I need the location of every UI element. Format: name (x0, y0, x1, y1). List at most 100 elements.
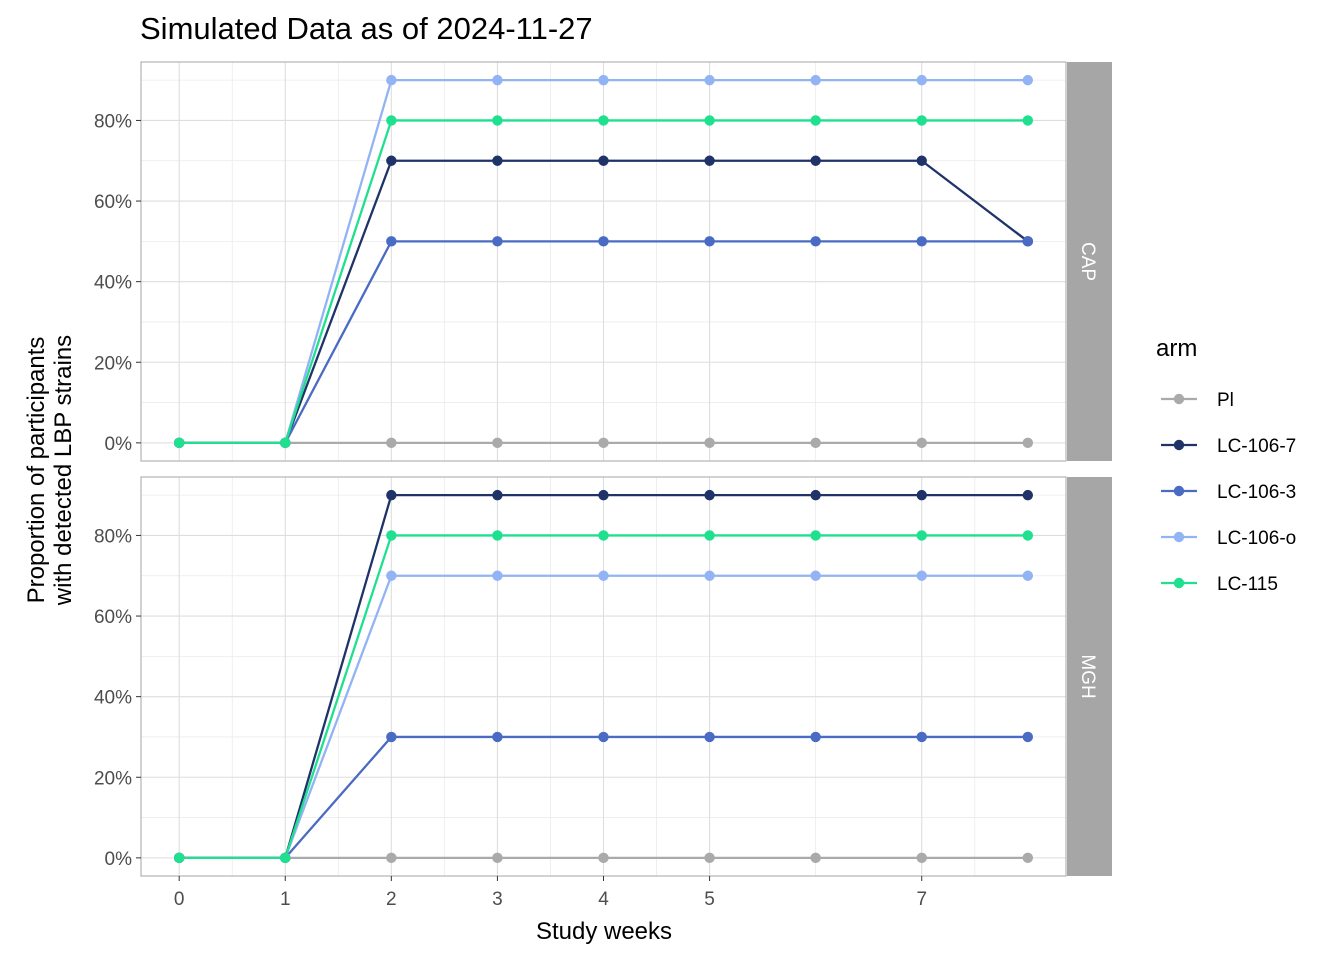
data-point-lc-106-7 (492, 155, 503, 166)
data-point-lc-106-o (810, 570, 821, 581)
data-point-pl (492, 852, 503, 864)
data-point-lc-115 (280, 437, 291, 449)
data-point-lc-115 (916, 530, 927, 541)
data-point-lc-106-3 (386, 236, 397, 247)
data-point-pl (810, 437, 821, 449)
y-tick-label: 0% (105, 849, 133, 870)
data-point-lc-115 (598, 115, 609, 126)
data-point-lc-115 (916, 115, 927, 126)
data-point-lc-106-7 (810, 155, 821, 166)
data-point-lc-106-o (386, 74, 397, 86)
legend-key-point (1173, 531, 1185, 543)
facet-strip-label: CAP (1077, 242, 1098, 281)
data-point-lc-106-3 (386, 731, 397, 743)
legend-key-point (1173, 485, 1185, 497)
data-point-lc-115 (492, 530, 503, 541)
data-point-lc-106-7 (704, 155, 715, 166)
data-point-lc-115 (598, 530, 609, 541)
y-tick-label: 0% (105, 434, 133, 455)
data-point-lc-115 (704, 115, 715, 126)
y-axis-title: Proportion of participants with detected… (23, 335, 77, 606)
legend-key-point (1173, 577, 1185, 589)
facet-strip-label: MGH (1077, 654, 1098, 698)
data-point-lc-106-o (386, 570, 397, 581)
x-tick-label: 0 (174, 889, 185, 910)
data-point-pl (1022, 437, 1034, 449)
series-points (173, 489, 1034, 864)
legend-label: LC-106-o (1217, 528, 1296, 549)
data-point-pl (704, 852, 715, 864)
legend-key-point (1173, 393, 1185, 405)
facet-panels: 0% 20% 40% 60% 80% CAP 0% 20% 40% 60% 80% MGH (94, 61, 1112, 877)
data-point-lc-106-3 (810, 236, 821, 247)
data-point-lc-115 (1022, 115, 1034, 126)
panel-mgh: 0% 20% 40% 60% 80% MGH (94, 476, 1112, 877)
data-point-lc-106-7 (492, 489, 503, 501)
panel-border (140, 61, 1067, 462)
facet-strip (1067, 477, 1112, 876)
y-tick-label: 20% (94, 768, 132, 789)
data-point-lc-106-o (1022, 74, 1034, 86)
legend: arm Pl LC-106-7 LC-106-3 LC-106-o LC-115 (1156, 335, 1296, 595)
legend-label: LC-106-3 (1217, 482, 1296, 503)
data-point-pl (704, 437, 715, 449)
data-point-lc-106-7 (1022, 489, 1034, 501)
x-tick-label: 3 (492, 889, 503, 910)
data-point-lc-106-o (704, 74, 715, 86)
legend-entry-lc-115: LC-115 (1161, 574, 1278, 595)
data-point-pl (810, 852, 821, 864)
data-point-lc-115 (280, 852, 291, 864)
data-point-lc-106-3 (916, 236, 927, 247)
data-point-lc-106-o (492, 74, 503, 86)
legend-entry-lc-106-o: LC-106-o (1161, 528, 1296, 549)
legend-title: arm (1156, 335, 1197, 362)
data-point-lc-106-7 (386, 155, 397, 166)
data-point-lc-115 (386, 530, 397, 541)
y-tick-label: 40% (94, 688, 132, 709)
data-point-pl (598, 852, 609, 864)
data-point-lc-106-3 (1022, 731, 1034, 743)
data-point-pl (386, 437, 397, 449)
data-point-lc-115 (173, 437, 185, 449)
data-point-lc-106-o (598, 74, 609, 86)
data-point-lc-115 (386, 115, 397, 126)
data-point-lc-106-7 (810, 489, 821, 501)
legend-label: LC-106-7 (1217, 436, 1296, 457)
major-gridlines (141, 62, 1066, 461)
data-point-pl (1022, 852, 1034, 864)
data-point-lc-106-3 (916, 731, 927, 743)
y-axis-title-line-1: Proportion of participants (23, 337, 50, 604)
series-points (173, 74, 1034, 449)
data-point-lc-115 (1022, 530, 1034, 541)
data-point-lc-106-7 (916, 489, 927, 501)
data-point-lc-106-o (916, 74, 927, 86)
y-tick-label: 60% (94, 192, 132, 213)
data-point-pl (492, 437, 503, 449)
y-tick-label: 80% (94, 526, 132, 547)
data-point-lc-106-3 (492, 731, 503, 743)
x-axis-title: Study weeks (536, 918, 672, 945)
y-tick-label: 80% (94, 111, 132, 132)
data-point-lc-106-3 (810, 731, 821, 743)
panel-cap: 0% 20% 40% 60% 80% CAP (94, 61, 1112, 462)
data-point-lc-106-3 (598, 731, 609, 743)
x-tick-label: 7 (916, 889, 927, 910)
data-point-pl (386, 852, 397, 864)
data-point-lc-115 (704, 530, 715, 541)
chart-title: Simulated Data as of 2024-11-27 (140, 11, 593, 46)
legend-entry-pl: Pl (1161, 390, 1234, 411)
data-point-lc-106-3 (1022, 236, 1034, 247)
data-point-lc-106-o (704, 570, 715, 581)
data-point-lc-106-o (598, 570, 609, 581)
data-point-pl (916, 852, 927, 864)
y-tick-label: 20% (94, 353, 132, 374)
data-point-lc-106-7 (916, 155, 927, 166)
data-point-pl (598, 437, 609, 449)
data-point-lc-106-3 (492, 236, 503, 247)
data-point-pl (916, 437, 927, 449)
y-tick-label: 40% (94, 273, 132, 294)
legend-key-point (1173, 439, 1185, 451)
data-point-lc-115 (173, 852, 185, 864)
data-point-lc-106-o (1022, 570, 1034, 581)
